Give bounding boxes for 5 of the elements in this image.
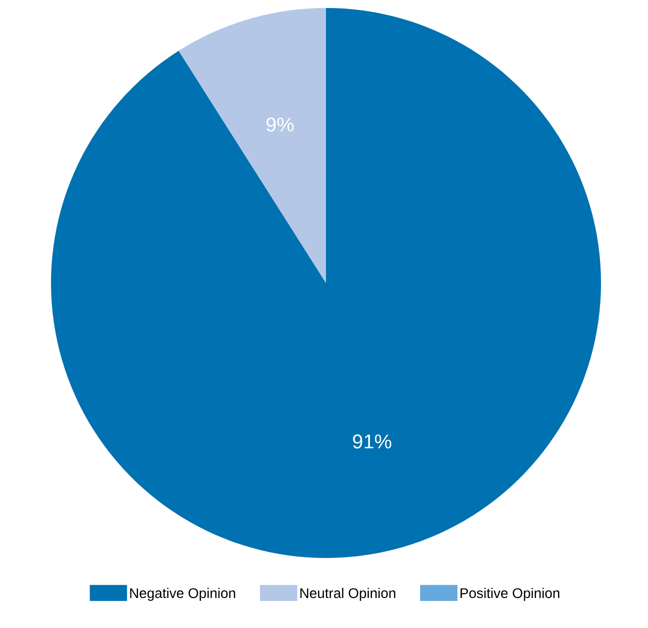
- legend-label: Neutral Opinion: [300, 588, 396, 601]
- legend-label: Negative Opinion: [130, 588, 236, 601]
- legend-label: Positive Opinion: [460, 588, 560, 601]
- data-label: 9%: [266, 118, 294, 132]
- data-label: 91%: [353, 434, 392, 448]
